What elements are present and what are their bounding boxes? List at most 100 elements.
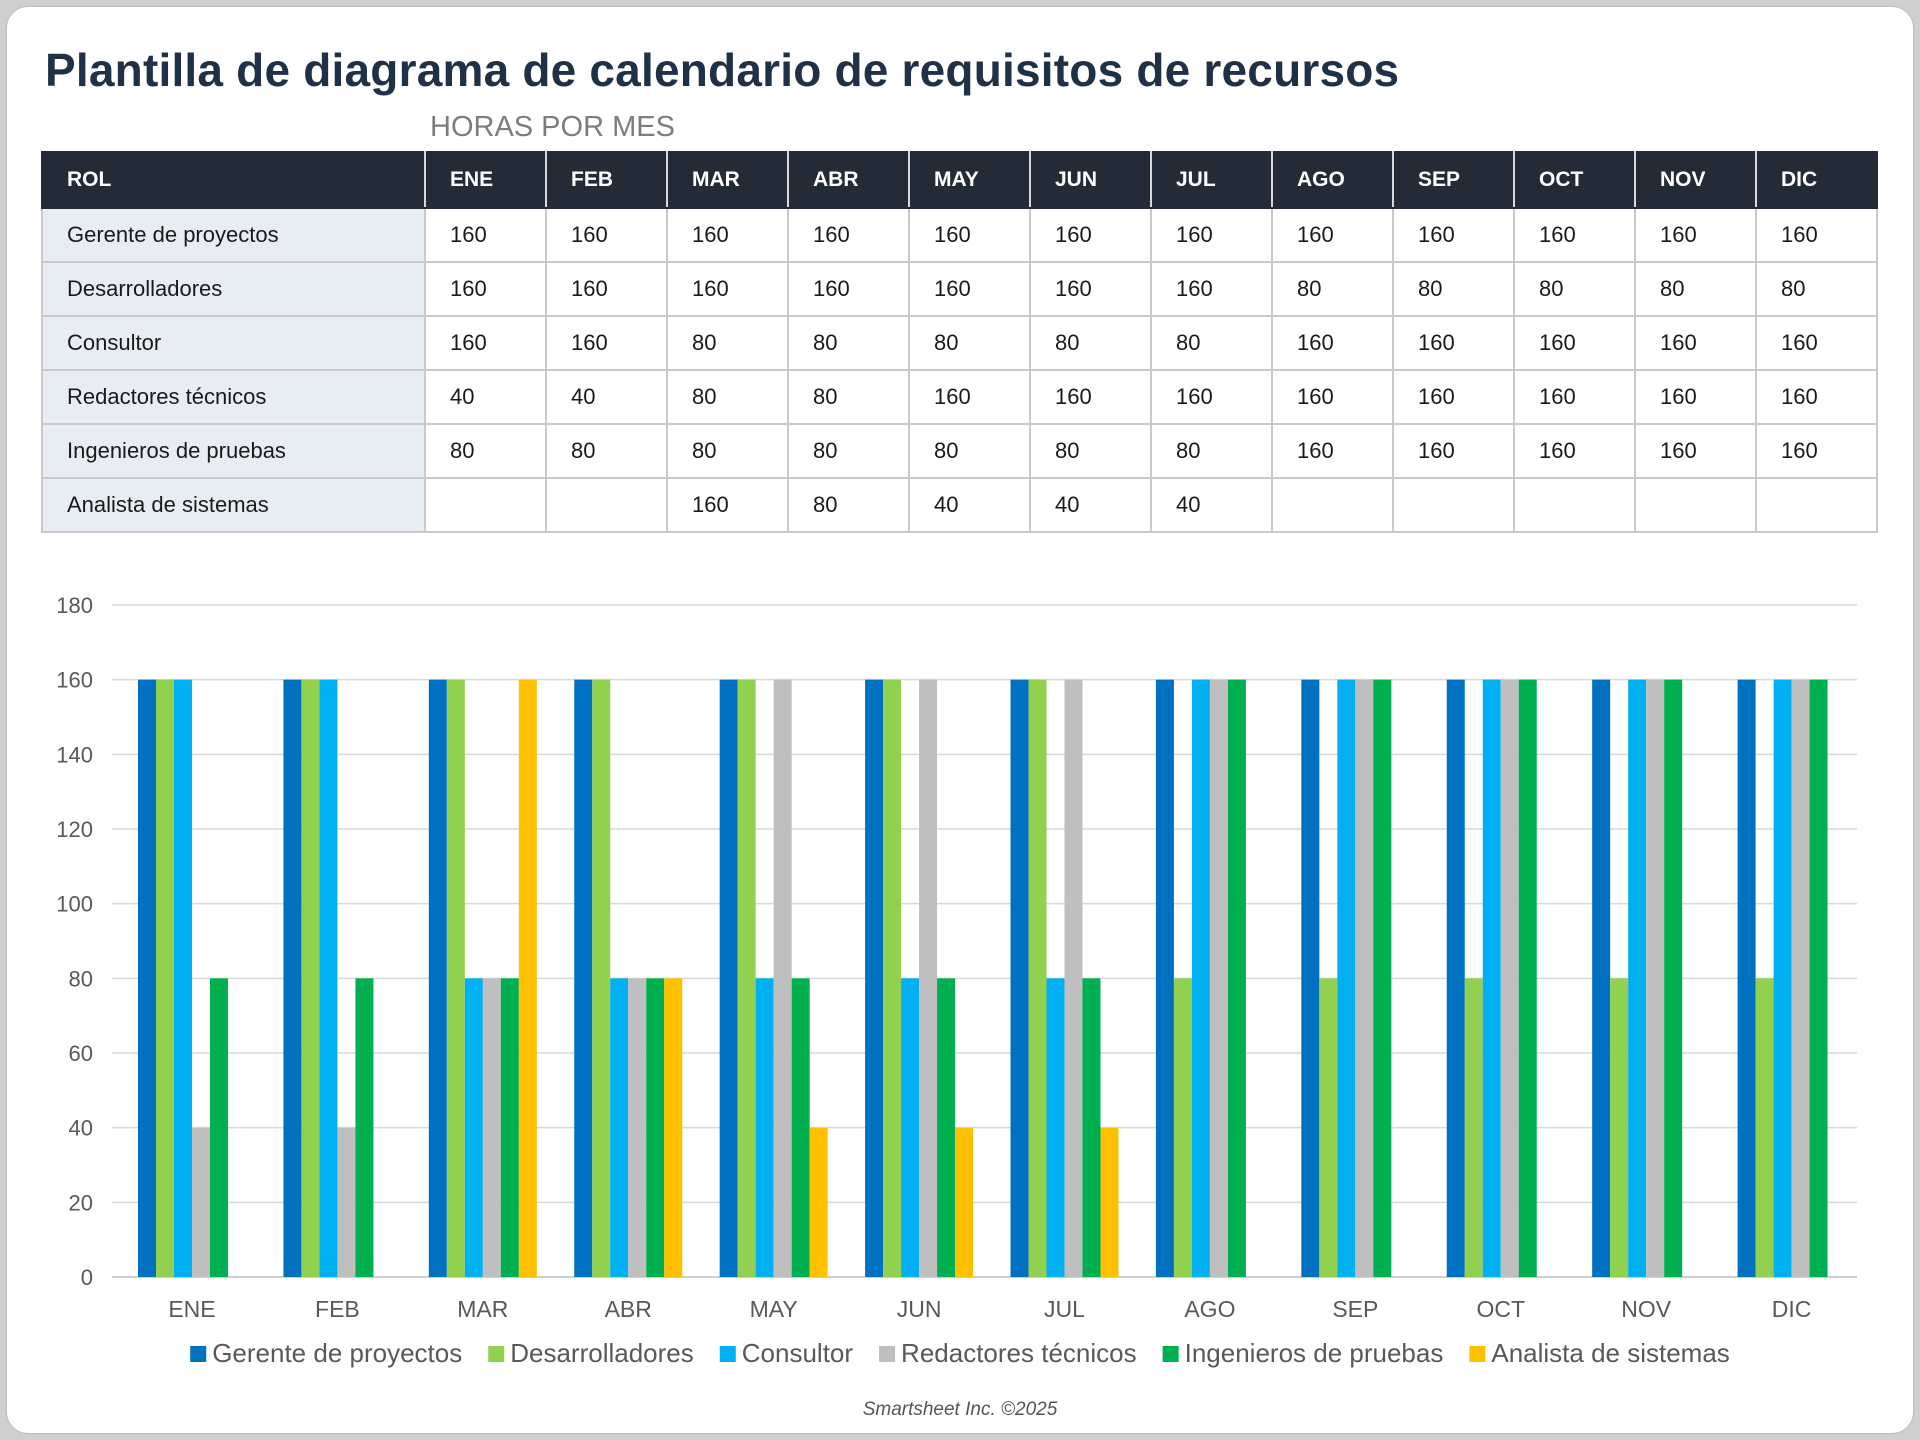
- role-cell: Consultor: [41, 315, 426, 371]
- hours-cell: 40: [545, 369, 668, 425]
- bar: [773, 679, 792, 1277]
- hours-cell: 160: [1755, 207, 1878, 263]
- hours-cell: 40: [1029, 477, 1152, 533]
- legend-swatch: [1162, 1346, 1179, 1362]
- bar: [464, 978, 483, 1277]
- table-body: Gerente de proyectos 160 160 160 160 160 160 16…: [41, 207, 1878, 533]
- bar: [192, 1127, 210, 1277]
- footer-copyright: Smartsheet Inc. ©2025: [862, 1399, 1058, 1420]
- table-row: Desarrolladores 160 160 160 160 160 160 160 80 80…: [41, 261, 1878, 317]
- bar: [518, 679, 537, 1277]
- bar: [592, 679, 611, 1277]
- bar: [919, 679, 938, 1277]
- table-row: Consultor 160 160 80 80 80 80 80 160 160 160 160 160: [41, 315, 1878, 371]
- hours-cell: 160: [1513, 369, 1636, 425]
- bar: [1064, 679, 1083, 1277]
- table-row: Gerente de proyectos 160 160 160 160 160 160 16…: [41, 207, 1878, 263]
- bar: [337, 1127, 356, 1277]
- table-row: Redactores técnicos 40 40 80 80 160 160 160 160 1…: [41, 369, 1878, 425]
- bar: [1773, 679, 1792, 1277]
- x-tick-label: ENE: [168, 1296, 215, 1322]
- hours-cell: 40: [1150, 477, 1273, 533]
- header-cell: MAY: [908, 151, 1031, 209]
- bar: [174, 679, 192, 1277]
- hours-cell: 160: [424, 315, 547, 371]
- hours-cell: [1755, 477, 1878, 533]
- hours-cell: 160: [1634, 207, 1757, 263]
- y-tick-label: 140: [56, 742, 93, 767]
- hours-cell: [424, 477, 547, 533]
- bar: [1737, 679, 1756, 1277]
- bar: [1100, 1127, 1119, 1277]
- hours-cell: 80: [1029, 315, 1152, 371]
- hours-cell: 80: [666, 315, 789, 371]
- hours-cell: 80: [787, 369, 910, 425]
- hours-cell: 80: [424, 423, 547, 479]
- bar: [955, 1127, 974, 1277]
- hours-cell: 160: [1392, 423, 1515, 479]
- bar: [1227, 679, 1246, 1277]
- bar: [156, 679, 174, 1277]
- header-cell: JUL: [1150, 151, 1273, 209]
- hours-cell: 160: [666, 207, 789, 263]
- legend-swatch: [190, 1346, 207, 1362]
- hours-cell: 80: [1392, 261, 1515, 317]
- hours-cell: 160: [1392, 369, 1515, 425]
- y-tick-label: 20: [69, 1190, 93, 1215]
- legend-label: Ingenieros de pruebas: [1185, 1338, 1444, 1368]
- hours-cell: 80: [545, 423, 668, 479]
- legend-label: Redactores técnicos: [901, 1338, 1137, 1368]
- x-tick-label: OCT: [1476, 1296, 1525, 1322]
- hours-cell: 80: [908, 423, 1031, 479]
- hours-cell: [1392, 477, 1515, 533]
- bar: [428, 679, 447, 1277]
- y-tick-label: 180: [56, 593, 93, 618]
- hours-cell: 160: [545, 207, 668, 263]
- hours-cell: 160: [1392, 315, 1515, 371]
- bar: [1482, 679, 1501, 1277]
- header-cell: ROL: [41, 151, 426, 209]
- bar: [1610, 978, 1629, 1277]
- bar: [1646, 679, 1665, 1277]
- hours-cell: 80: [1634, 261, 1757, 317]
- hours-cell: 80: [1150, 315, 1273, 371]
- bar: [500, 978, 519, 1277]
- y-tick-label: 160: [56, 668, 93, 693]
- hours-cell: 160: [1271, 423, 1394, 479]
- hours-cell: 160: [908, 261, 1031, 317]
- resource-hours-table: ROL ENE FEB MAR ABR MAY JUN JUL AGO SEP …: [41, 151, 1878, 533]
- hours-cell: 80: [787, 315, 910, 371]
- bar: [1301, 679, 1320, 1277]
- legend-swatch: [488, 1346, 505, 1362]
- hours-cell: 160: [545, 315, 668, 371]
- template-sheet: Plantilla de diagrama de calendario de r…: [6, 6, 1914, 1434]
- bar: [1755, 978, 1774, 1277]
- hours-cell: 40: [908, 477, 1031, 533]
- legend-label: Analista de sistemas: [1491, 1338, 1729, 1368]
- header-cell: FEB: [545, 151, 668, 209]
- hours-cell: 160: [545, 261, 668, 317]
- bar: [755, 978, 774, 1277]
- hours-cell: 80: [787, 423, 910, 479]
- bar: [1355, 679, 1374, 1277]
- bar: [1028, 679, 1047, 1277]
- table-row: Analista de sistemas 160 80 40 40 40: [41, 477, 1878, 533]
- hours-cell: 160: [787, 261, 910, 317]
- header-cell: ABR: [787, 151, 910, 209]
- bar: [446, 679, 465, 1277]
- bar: [791, 978, 810, 1277]
- hours-cell: 160: [908, 369, 1031, 425]
- bar: [355, 978, 374, 1277]
- role-cell: Gerente de proyectos: [41, 207, 426, 263]
- hours-cell: 80: [1513, 261, 1636, 317]
- hours-cell: 80: [666, 369, 789, 425]
- hours-cell: 160: [666, 477, 789, 533]
- bar: [809, 1127, 828, 1277]
- y-tick-label: 40: [69, 1116, 93, 1141]
- table-header-row: ROL ENE FEB MAR ABR MAY JUN JUL AGO SEP …: [41, 151, 1878, 209]
- y-tick-label: 60: [69, 1041, 93, 1066]
- role-cell: Redactores técnicos: [41, 369, 426, 425]
- bar: [1173, 978, 1192, 1277]
- bar: [937, 978, 956, 1277]
- bar: [210, 978, 228, 1277]
